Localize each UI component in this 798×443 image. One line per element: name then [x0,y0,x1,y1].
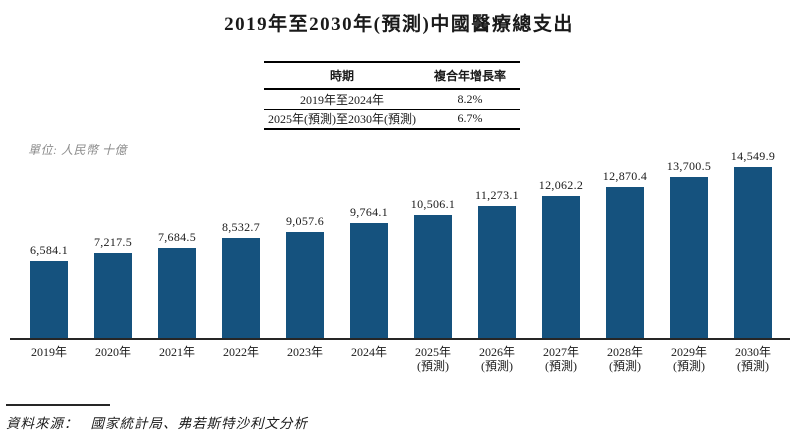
bar-value-label: 7,217.5 [93,235,133,249]
unit-label: 單位: 人民幣 十億 [28,143,127,157]
bar-slot: 11,273.1 [465,148,529,338]
x-axis-label-year: 2027年 [542,345,579,359]
bar [30,261,68,338]
x-axis-label: 2029年 (預測) [657,345,721,373]
cagr-table-row-historical: 2019年至2024年 8.2% [264,89,520,110]
x-axis-line [10,338,790,340]
bar [542,196,580,338]
x-axis-label-forecast: (預測) [417,359,449,373]
x-axis-label: 2024年 [337,345,401,373]
chart-title: 2019年至2030年(預測)中國醫療總支出 [224,14,574,35]
bar [94,253,132,338]
x-axis-label-forecast: (預測) [545,359,577,373]
x-axis-label-forecast: (預測) [737,359,769,373]
x-axis-label-year: 2019年 [30,345,67,359]
bar-slot: 13,700.5 [657,148,721,338]
x-axis-label: 2021年 [145,345,209,373]
bar-value-label: 6,584.1 [29,243,69,257]
bar [350,223,388,338]
cagr-table-header-period: 時期 [264,62,420,90]
x-axis-label: 2025年 (預測) [401,345,465,373]
cagr-value-cell: 8.2% [420,89,520,110]
bar-value-label: 14,549.9 [730,149,776,163]
source-label: 資料來源： [6,416,79,431]
bar [158,248,196,338]
bar-slot: 14,549.9 [721,148,785,338]
x-axis-label: 2023年 [273,345,337,373]
cagr-table-header-row: 時期 複合年增長率 [264,62,520,90]
bar-value-label: 11,273.1 [475,188,519,202]
bar-value-label: 12,870.4 [602,169,648,183]
bar-slot: 12,870.4 [593,148,657,338]
bar [286,232,324,338]
x-axis-label-year: 2021年 [158,345,195,359]
x-axis-label-year: 2025年 [414,345,451,359]
bar-slot: 7,684.5 [145,148,209,338]
bar-chart-plot: 6,584.1 7,217.5 7,684.5 8,532.7 9,057.6 9,764… [17,148,785,338]
cagr-table: 時期 複合年增長率 2019年至2024年 8.2% 2025年(預測)至203… [264,61,520,130]
x-axis-label-forecast: (預測) [609,359,641,373]
x-axis-label-forecast: (預測) [673,359,705,373]
bar [222,238,260,338]
x-axis-label: 2028年 (預測) [593,345,657,373]
bar-value-label: 13,700.5 [666,159,712,173]
cagr-table-row-forecast: 2025年(預測)至2030年(預測) 6.7% [264,109,520,129]
source-divider [6,404,110,406]
cagr-period-cell: 2019年至2024年 [264,89,420,110]
bar-value-label: 10,506.1 [410,197,456,211]
bar-slot: 8,532.7 [209,148,273,338]
x-axis-label-year: 2026年 [478,345,515,359]
x-axis-label-year: 2030年 [734,345,771,359]
x-axis-label-year: 2023年 [286,345,323,359]
x-axis-labels: 2019年 2020年 2021年 2022年 2023年 2024年 2025年 (預測) 2… [17,345,785,373]
bar-slot: 9,057.6 [273,148,337,338]
bar-value-label: 8,532.7 [221,220,261,234]
x-axis-label: 2030年 (預測) [721,345,785,373]
cagr-period-cell: 2025年(預測)至2030年(預測) [268,112,416,127]
bar-slot: 12,062.2 [529,148,593,338]
x-axis-label-year: 2022年 [222,345,259,359]
bar-value-label: 7,684.5 [157,230,197,244]
bar [414,215,452,338]
bar [670,177,708,338]
bar [734,167,772,338]
x-axis-label-year: 2029年 [670,345,707,359]
x-axis-label-year: 2020年 [94,345,131,359]
x-axis-label: 2019年 [17,345,81,373]
x-axis-label-year: 2028年 [606,345,643,359]
x-axis-label: 2022年 [209,345,273,373]
cagr-table-header-cagr: 複合年增長率 [420,62,520,90]
bar-value-label: 12,062.2 [538,178,584,192]
source-text: 國家統計局、弗若斯特沙利文分析 [90,416,308,431]
x-axis-label: 2020年 [81,345,145,373]
bar [606,187,644,338]
x-axis-label-forecast: (預測) [481,359,513,373]
cagr-value-cell: 6.7% [457,111,483,126]
x-axis-label-year: 2024年 [350,345,387,359]
bar-slot: 9,764.1 [337,148,401,338]
bar-slot: 7,217.5 [81,148,145,338]
bar-value-label: 9,764.1 [349,205,389,219]
bar-slot: 6,584.1 [17,148,81,338]
source-line: 資料來源： 國家統計局、弗若斯特沙利文分析 [6,412,308,432]
x-axis-label: 2026年 (預測) [465,345,529,373]
source-note: 資料來源： 國家統計局、弗若斯特沙利文分析 [6,404,308,432]
bar-value-label: 9,057.6 [285,214,325,228]
bar [478,206,516,338]
bar-slot: 10,506.1 [401,148,465,338]
x-axis-label: 2027年 (預測) [529,345,593,373]
